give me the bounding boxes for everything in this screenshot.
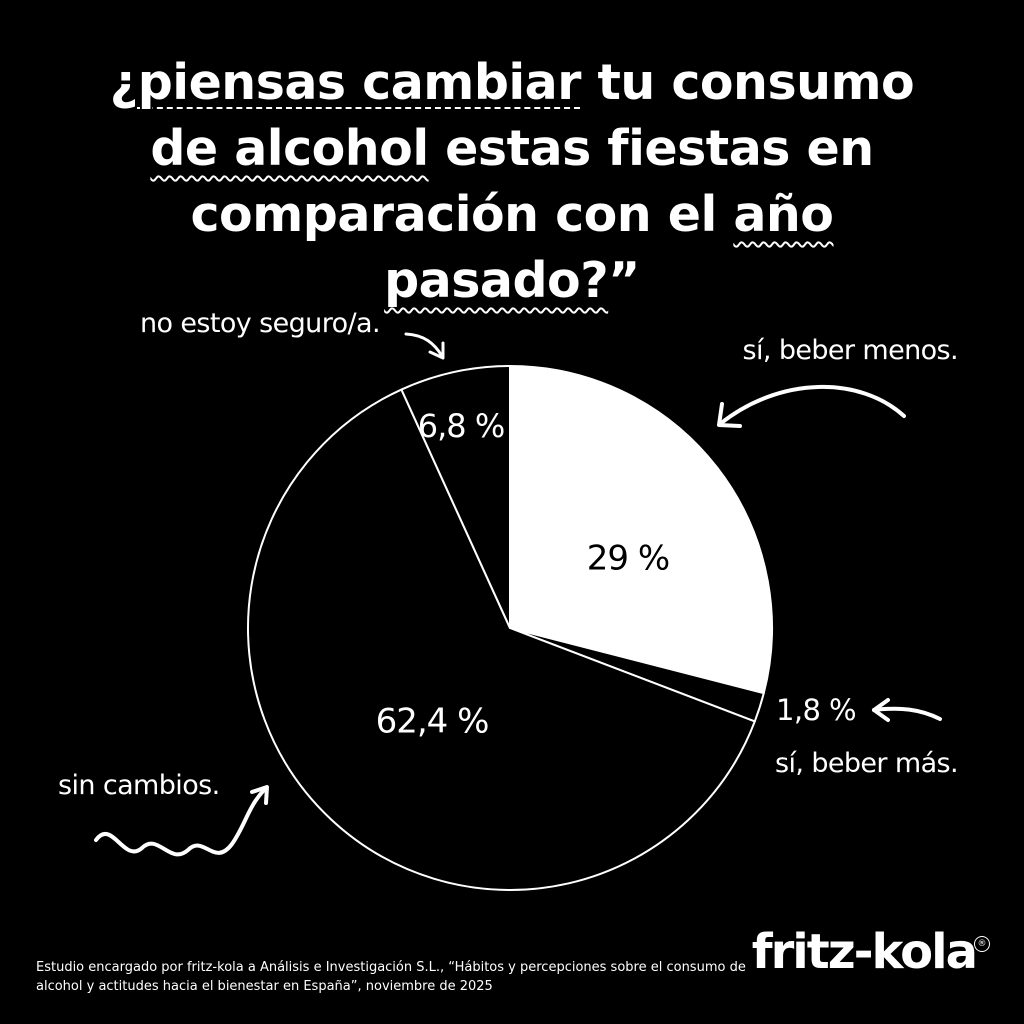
callout-no-change: sin cambios. <box>58 770 220 801</box>
slice-value-label: 29 % <box>587 539 669 579</box>
pie-slices <box>247 365 774 891</box>
title-text-1: tu consumo <box>580 54 915 111</box>
pie-slice <box>247 388 756 891</box>
pie-labels: 29 % 62,4 % 6,8 % <box>376 407 671 742</box>
title-wavy-phrase-1: de alcohol <box>150 120 429 177</box>
callout-drink-more-value: 1,8 % <box>776 693 857 727</box>
curved-arrow-icon <box>404 332 445 360</box>
arrow-icon <box>872 698 942 722</box>
source-note: Estudio encargado por fritz-kola a Análi… <box>36 960 746 994</box>
title-text-2: estas fiestas en comparación con el <box>190 120 875 243</box>
pie-slice <box>509 365 774 695</box>
callout-drink-more: sí, beber más. <box>774 748 959 779</box>
callout-drink-less: sí, beber menos. <box>742 335 958 366</box>
callout-not-sure: no estoy seguro/a. <box>140 308 381 339</box>
slice-value-label: 62,4 % <box>376 702 489 742</box>
title-lead: ¿ <box>109 54 138 111</box>
curved-arrow-icon <box>717 384 906 428</box>
title-dashed-phrase: piensas cambiar <box>137 54 582 111</box>
squiggle-arrow-icon <box>94 785 269 857</box>
registered-mark: ® <box>974 936 990 952</box>
brand-logo: fritz-kola <box>751 924 978 980</box>
pie-slice <box>400 365 511 629</box>
chart-title: ¿piensas cambiar tu consumo de alcohol es… <box>62 50 962 314</box>
slice-value-label: 6,8 % <box>418 407 504 445</box>
title-wavy-phrase-2: año pasado? <box>384 186 834 309</box>
title-closing-quote: ” <box>608 252 640 309</box>
